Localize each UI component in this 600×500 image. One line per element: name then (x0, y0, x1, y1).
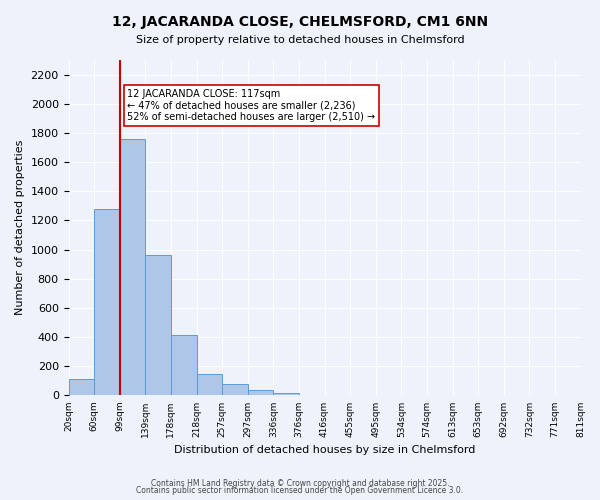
Text: Contains HM Land Registry data © Crown copyright and database right 2025.: Contains HM Land Registry data © Crown c… (151, 478, 449, 488)
X-axis label: Distribution of detached houses by size in Chelmsford: Distribution of detached houses by size … (174, 445, 475, 455)
Bar (222, 384, 248, 396)
Text: 12 JACARANDA CLOSE: 117sqm
← 47% of detached houses are smaller (2,236)
52% of s: 12 JACARANDA CLOSE: 117sqm ← 47% of deta… (127, 89, 376, 122)
Bar (274, 392, 299, 396)
Bar (145, 256, 171, 396)
Bar (197, 374, 222, 396)
Text: Size of property relative to detached houses in Chelmsford: Size of property relative to detached ho… (136, 35, 464, 45)
Bar (171, 335, 197, 396)
Bar (248, 390, 274, 396)
Text: Contains public sector information licensed under the Open Government Licence 3.: Contains public sector information licen… (136, 486, 464, 495)
Bar (68, 380, 94, 396)
Y-axis label: Number of detached properties: Number of detached properties (15, 140, 25, 316)
Bar (120, 139, 145, 396)
Text: 12, JACARANDA CLOSE, CHELMSFORD, CM1 6NN: 12, JACARANDA CLOSE, CHELMSFORD, CM1 6NN (112, 15, 488, 29)
Bar (94, 209, 120, 396)
